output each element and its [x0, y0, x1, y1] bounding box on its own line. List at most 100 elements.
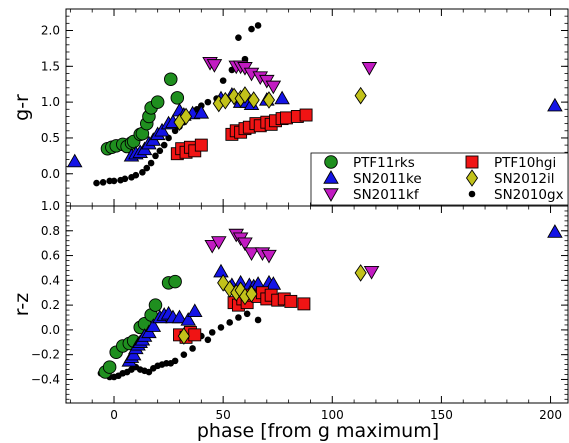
- data-point-sn2012il: [354, 86, 367, 105]
- series-sn2012il: [177, 264, 367, 345]
- data-point-ptf10hgi: [188, 328, 202, 342]
- x-axis-label: phase [from g maximum]: [197, 420, 439, 442]
- data-point-sn2012il: [177, 327, 190, 345]
- data-point-sn2010gx: [243, 310, 251, 318]
- data-point-ptf10hgi: [299, 108, 313, 122]
- y-tick-label: 0.2: [41, 298, 60, 312]
- data-point-sn2011ke: [274, 90, 290, 105]
- y-tick-label: 0.5: [41, 131, 60, 145]
- data-point-sn2010gx: [204, 336, 212, 344]
- data-point-sn2010gx: [219, 77, 227, 84]
- y-tick-label: 1.0: [41, 199, 60, 213]
- data-point-sn2011ke: [154, 122, 170, 137]
- legend-box: [310, 152, 569, 206]
- y-tick-label: 0.0: [41, 167, 60, 181]
- data-point-ptf10hgi: [297, 297, 311, 311]
- data-point-ptf11rks: [148, 298, 163, 312]
- legend-label-sn2011kf: SN2011kf: [353, 187, 420, 203]
- data-point-sn2010gx: [145, 368, 153, 376]
- legend-marker-sn2011kf: [323, 188, 339, 202]
- data-point-ptf10hgi: [284, 294, 298, 308]
- data-point-sn2010gx: [226, 319, 233, 326]
- data-point-sn2010gx: [217, 324, 225, 331]
- data-point-sn2010gx: [254, 22, 262, 29]
- y-tick-label: 1.5: [41, 59, 60, 73]
- series-sn2012il: [173, 86, 367, 131]
- data-point-sn2010gx: [254, 316, 262, 324]
- legend-marker-sn2010gx: [468, 190, 476, 198]
- data-point-sn2011ke: [213, 263, 229, 278]
- legend-label-ptf10hgi: PTF10hgi: [494, 155, 556, 171]
- data-point-sn2011kf: [265, 80, 282, 95]
- data-point-sn2011kf: [211, 236, 227, 250]
- data-point-sn2010gx: [156, 147, 164, 155]
- data-point-sn2011ke: [145, 318, 162, 332]
- series-sn2011ke: [121, 224, 563, 367]
- y-tick-label: 0.8: [41, 224, 60, 238]
- legend-marker-ptf11rks: [324, 155, 338, 169]
- data-point-ptf11rks: [170, 91, 185, 105]
- y-tick-label: −0.4: [31, 372, 60, 386]
- data-point-sn2010gx: [160, 141, 168, 149]
- data-point-sn2012il: [354, 264, 367, 282]
- data-point-sn2010gx: [121, 175, 129, 183]
- data-point-sn2012il: [262, 91, 276, 109]
- data-point-sn2012il: [247, 91, 260, 109]
- data-point-sn2010gx: [208, 329, 216, 336]
- x-tick-label: 100: [321, 408, 344, 422]
- data-point-sn2010gx: [235, 314, 242, 321]
- data-point-sn2010gx: [143, 164, 151, 172]
- y-tick-label: 2.0: [41, 23, 60, 37]
- x-tick-label: 0: [110, 408, 118, 422]
- data-point-sn2011ke: [186, 303, 203, 318]
- data-point-sn2011ke: [547, 97, 563, 112]
- y-axis-label: r-z: [11, 293, 33, 316]
- data-point-ptf10hgi: [279, 111, 293, 125]
- x-tick-label: 200: [539, 408, 562, 422]
- data-point-sn2010gx: [171, 357, 179, 365]
- data-point-sn2011ke: [193, 104, 210, 119]
- data-point-sn2011ke: [547, 224, 563, 238]
- data-point-sn2010gx: [139, 169, 146, 176]
- legend-label-sn2012il: SN2012il: [494, 171, 555, 187]
- data-point-sn2010gx: [248, 25, 255, 33]
- data-point-ptf11rks: [164, 72, 178, 86]
- data-point-sn2011ke: [66, 153, 83, 168]
- data-point-sn2011kf: [243, 247, 260, 261]
- data-point-sn2010gx: [235, 34, 242, 41]
- series-ptf11rks: [100, 72, 185, 156]
- legend: PTF11rks PTF10hgi SN2011ke SN2012il SN2011kf…: [310, 152, 569, 206]
- legend-label-sn2010gx: SN2010gx: [494, 187, 564, 203]
- data-point-sn2010gx: [180, 351, 188, 358]
- y-tick-label: 0.0: [41, 323, 60, 337]
- legend-marker-ptf10hgi: [465, 155, 479, 169]
- data-point-sn2012il: [245, 285, 258, 303]
- data-point-sn2011kf: [237, 237, 253, 252]
- data-point-sn2011kf: [261, 249, 277, 264]
- legend-marker-sn2011ke: [323, 170, 339, 184]
- y-tick-label: −0.2: [31, 348, 60, 362]
- data-point-sn2010gx: [99, 179, 107, 186]
- data-point-sn2011ke: [171, 309, 188, 324]
- x-tick-label: 150: [430, 408, 453, 422]
- data-point-sn2010gx: [147, 159, 155, 167]
- data-point-sn2010gx: [189, 345, 196, 352]
- plot-frame: [65, 205, 569, 404]
- data-point-ptf11rks: [168, 274, 182, 289]
- data-point-sn2010gx: [204, 98, 212, 106]
- data-point-sn2012il: [179, 107, 193, 126]
- series-ptf10hgi: [170, 108, 313, 161]
- data-point-sn2012il: [238, 86, 252, 104]
- panel-r-z: −0.4 −0.2 0.0 0.2 0.4 0.6 0.8 1.0 r-z: [11, 199, 569, 404]
- series-sn2011kf: [202, 57, 378, 95]
- data-point-ptf11rks: [150, 95, 165, 109]
- data-point-sn2012il: [219, 91, 232, 110]
- data-point-sn2010gx: [110, 177, 118, 185]
- data-point-sn2011kf: [361, 62, 378, 76]
- data-point-sn2011kf: [206, 59, 223, 73]
- x-tick-label: 50: [216, 408, 231, 422]
- y-tick-label: 1.0: [41, 95, 60, 109]
- data-point-sn2011kf: [363, 265, 380, 280]
- y-tick-label: 0.6: [41, 249, 60, 263]
